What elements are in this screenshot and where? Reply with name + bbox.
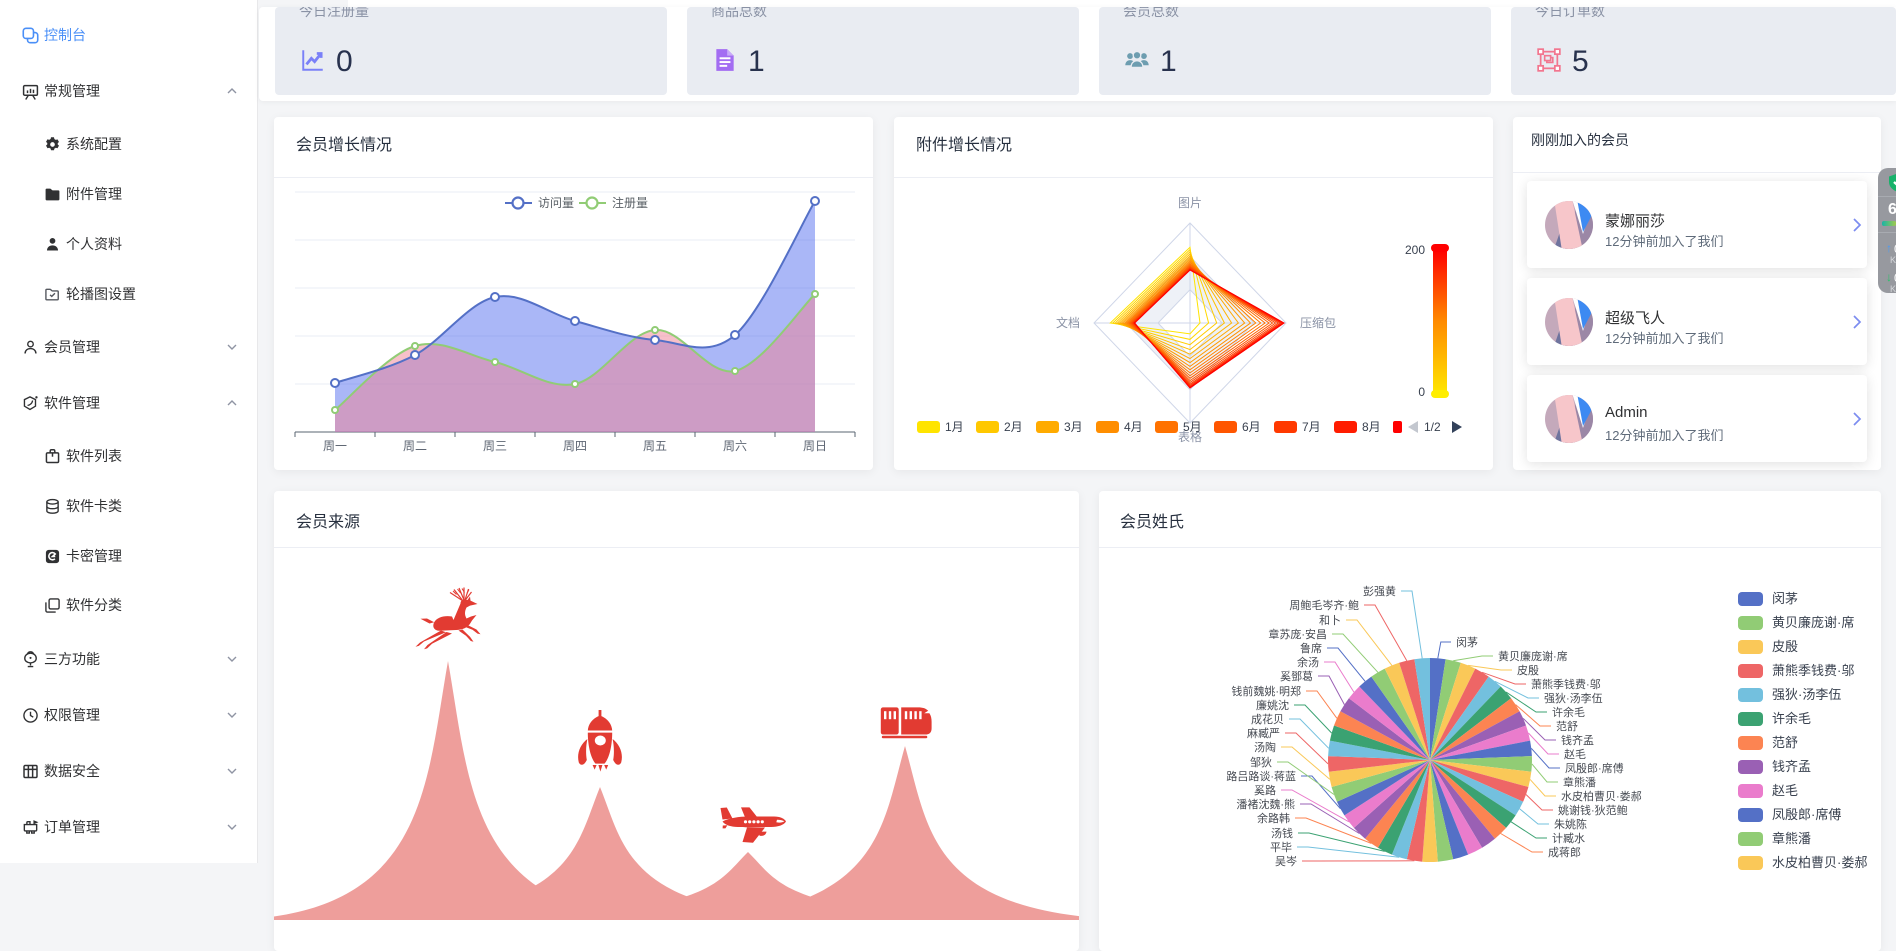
svg-text:赵毛: 赵毛 (1564, 747, 1586, 761)
svg-text:姚谢钱·狄范鲍: 姚谢钱·狄范鲍 (1558, 803, 1628, 817)
svg-text:周一: 周一 (323, 439, 347, 453)
svg-text:许余毛: 许余毛 (1772, 711, 1811, 726)
svg-text:周三: 周三 (483, 439, 507, 453)
svg-text:钱齐孟: 钱齐孟 (1772, 759, 1811, 774)
svg-text:计臧水: 计臧水 (1552, 831, 1585, 845)
svg-text:章熊潘: 章熊潘 (1563, 775, 1596, 789)
svg-text:皮殷: 皮殷 (1517, 664, 1539, 677)
svg-text:周日: 周日 (803, 439, 827, 453)
svg-text:3月: 3月 (1064, 420, 1083, 434)
svg-text:闵茅: 闵茅 (1772, 591, 1798, 606)
svg-text:注册量: 注册量 (612, 195, 648, 210)
svg-text:周二: 周二 (403, 439, 427, 453)
svg-text:余路韩: 余路韩 (1257, 811, 1290, 825)
svg-text:吴岑: 吴岑 (1275, 855, 1297, 868)
svg-text:余汤: 余汤 (1297, 655, 1319, 669)
svg-text:章熊潘: 章熊潘 (1772, 831, 1811, 846)
svg-text:4月: 4月 (1124, 420, 1143, 434)
svg-text:表格: 表格 (1178, 429, 1202, 444)
svg-text:0: 0 (1418, 385, 1425, 399)
svg-text:凤殷郎·席傅: 凤殷郎·席傅 (1565, 761, 1624, 775)
svg-text:2月: 2月 (1004, 420, 1023, 434)
svg-text:范舒: 范舒 (1772, 735, 1798, 750)
svg-text:鲁席: 鲁席 (1300, 641, 1322, 655)
svg-text:5月: 5月 (1183, 420, 1202, 434)
svg-text:平毕: 平毕 (1270, 841, 1292, 854)
svg-text:许余毛: 许余毛 (1552, 705, 1585, 719)
svg-text:钱前魏姚·明郑: 钱前魏姚·明郑 (1231, 684, 1301, 698)
svg-text:图片: 图片 (1178, 196, 1202, 210)
svg-text:朱姚陈: 朱姚陈 (1554, 817, 1587, 831)
svg-text:成花贝: 成花贝 (1251, 713, 1284, 726)
svg-text:范舒: 范舒 (1556, 719, 1578, 733)
svg-text:1/2: 1/2 (1424, 420, 1441, 434)
svg-text:7月: 7月 (1302, 420, 1321, 434)
svg-text:潘褚沈魏·熊: 潘褚沈魏·熊 (1236, 797, 1295, 811)
svg-text:成蒋郎: 成蒋郎 (1548, 845, 1581, 859)
svg-text:访问量: 访问量 (538, 196, 574, 210)
svg-text:钱齐孟: 钱齐孟 (1561, 733, 1594, 747)
svg-text:周六: 周六 (723, 439, 747, 453)
svg-text:奚路: 奚路 (1254, 784, 1276, 797)
svg-text:周鲍毛岑齐·鲍: 周鲍毛岑齐·鲍 (1289, 598, 1359, 612)
svg-text:闵茅: 闵茅 (1456, 635, 1478, 649)
svg-text:周四: 周四 (563, 439, 587, 453)
svg-text:200: 200 (1405, 243, 1425, 257)
svg-text:文档: 文档 (1056, 315, 1080, 330)
svg-text:强狄·汤李伍: 强狄·汤李伍 (1544, 691, 1603, 705)
svg-text:廉姚沈: 廉姚沈 (1256, 698, 1289, 712)
svg-text:8月: 8月 (1362, 420, 1381, 434)
svg-text:奚鄧葛: 奚鄧葛 (1280, 670, 1313, 683)
svg-text:凤殷郎·席傅: 凤殷郎·席傅 (1772, 807, 1841, 822)
svg-text:和卜: 和卜 (1319, 614, 1341, 627)
svg-text:黄贝廉庞谢·席: 黄贝廉庞谢·席 (1772, 615, 1854, 630)
svg-text:赵毛: 赵毛 (1772, 783, 1798, 798)
svg-text:压缩包: 压缩包 (1300, 315, 1336, 330)
svg-text:水皮柏曹贝·娄郝: 水皮柏曹贝·娄郝 (1561, 789, 1642, 803)
svg-text:章苏庞·安昌: 章苏庞·安昌 (1268, 627, 1327, 641)
svg-text:6月: 6月 (1242, 420, 1261, 434)
svg-text:汤钱: 汤钱 (1271, 826, 1293, 840)
svg-text:邹狄: 邹狄 (1250, 756, 1272, 769)
svg-text:黄贝廉庞谢·席: 黄贝廉庞谢·席 (1498, 649, 1568, 663)
svg-text:萧熊季钱费·邬: 萧熊季钱费·邬 (1772, 663, 1854, 678)
svg-text:彭强黄: 彭强黄 (1363, 584, 1396, 598)
svg-text:路吕路谈·蒋蓝: 路吕路谈·蒋蓝 (1226, 770, 1296, 783)
svg-text:皮殷: 皮殷 (1772, 639, 1798, 654)
svg-text:1月: 1月 (945, 420, 964, 434)
svg-text:周五: 周五 (643, 439, 667, 453)
svg-text:萧熊季钱费·邬: 萧熊季钱费·邬 (1531, 677, 1601, 691)
svg-text:麻臧严: 麻臧严 (1247, 726, 1280, 740)
svg-text:强狄·汤李伍: 强狄·汤李伍 (1772, 687, 1841, 702)
svg-text:汤陶: 汤陶 (1254, 740, 1276, 754)
